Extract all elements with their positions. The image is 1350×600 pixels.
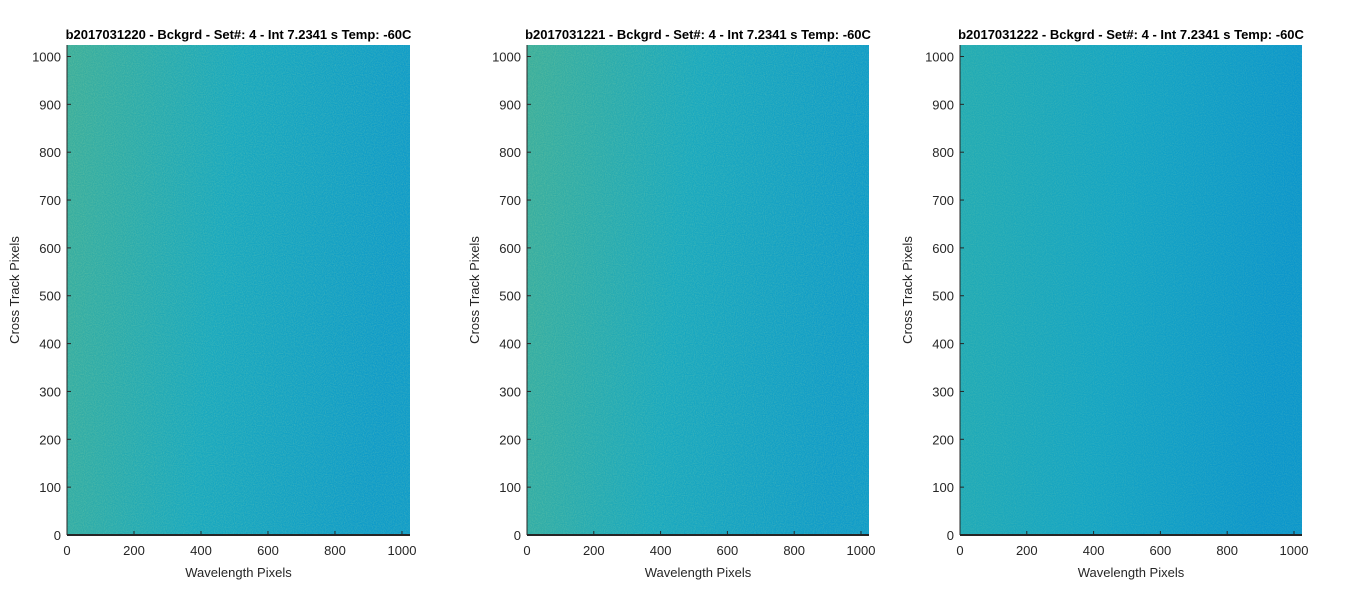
- x-tick-label: 200: [1016, 543, 1038, 558]
- y-tick-label: 400: [39, 337, 61, 352]
- y-axis-label: Cross Track Pixels: [7, 236, 22, 344]
- y-tick-label: 1000: [32, 49, 61, 64]
- y-tick-label: 100: [932, 480, 954, 495]
- heatmap-panel-1: b2017031220 - Bckgrd - Set#: 4 - Int 7.2…: [7, 27, 416, 580]
- y-tick-label: 600: [932, 241, 954, 256]
- x-tick-label: 800: [783, 543, 805, 558]
- y-tick-label: 600: [39, 241, 61, 256]
- x-tick-label: 800: [1216, 543, 1238, 558]
- y-tick-label: 700: [499, 193, 521, 208]
- y-tick-label: 800: [932, 145, 954, 160]
- y-tick-label: 200: [499, 432, 521, 447]
- heatmap-noise-texture: [960, 45, 1302, 535]
- y-tick-label: 0: [947, 528, 954, 543]
- x-tick-label: 800: [324, 543, 346, 558]
- x-axis-label: Wavelength Pixels: [185, 565, 292, 580]
- x-tick-label: 200: [583, 543, 605, 558]
- y-tick-label: 1000: [925, 49, 954, 64]
- y-tick-label: 0: [514, 528, 521, 543]
- chart-title: b2017031222 - Bckgrd - Set#: 4 - Int 7.2…: [958, 27, 1304, 42]
- y-tick-label: 600: [499, 241, 521, 256]
- x-tick-label: 600: [717, 543, 739, 558]
- y-tick-label: 700: [932, 193, 954, 208]
- y-tick-label: 300: [499, 384, 521, 399]
- x-tick-label: 600: [257, 543, 279, 558]
- y-tick-label: 800: [39, 145, 61, 160]
- y-tick-label: 900: [932, 97, 954, 112]
- y-tick-label: 300: [932, 384, 954, 399]
- x-tick-label: 1000: [1280, 543, 1309, 558]
- x-tick-label: 400: [190, 543, 212, 558]
- x-tick-label: 1000: [847, 543, 876, 558]
- y-tick-label: 200: [39, 432, 61, 447]
- heatmap-panel-2: b2017031221 - Bckgrd - Set#: 4 - Int 7.2…: [467, 27, 875, 580]
- x-tick-label: 400: [1083, 543, 1105, 558]
- y-tick-label: 900: [39, 97, 61, 112]
- y-axis-label: Cross Track Pixels: [900, 236, 915, 344]
- x-tick-label: 400: [650, 543, 672, 558]
- y-tick-label: 300: [39, 384, 61, 399]
- y-tick-label: 800: [499, 145, 521, 160]
- y-tick-label: 400: [499, 337, 521, 352]
- y-tick-label: 500: [499, 289, 521, 304]
- heatmap-noise-texture: [527, 45, 869, 535]
- y-tick-label: 0: [54, 528, 61, 543]
- y-tick-label: 400: [932, 337, 954, 352]
- y-axis-label: Cross Track Pixels: [467, 236, 482, 344]
- x-axis-label: Wavelength Pixels: [645, 565, 752, 580]
- x-tick-label: 0: [523, 543, 530, 558]
- y-tick-label: 1000: [492, 49, 521, 64]
- x-tick-label: 200: [123, 543, 145, 558]
- x-axis-label: Wavelength Pixels: [1078, 565, 1185, 580]
- chart-title: b2017031220 - Bckgrd - Set#: 4 - Int 7.2…: [66, 27, 412, 42]
- x-tick-label: 0: [956, 543, 963, 558]
- y-tick-label: 500: [39, 289, 61, 304]
- y-tick-label: 100: [39, 480, 61, 495]
- x-tick-label: 0: [63, 543, 70, 558]
- y-tick-label: 200: [932, 432, 954, 447]
- y-tick-label: 700: [39, 193, 61, 208]
- x-tick-label: 1000: [388, 543, 417, 558]
- y-tick-label: 100: [499, 480, 521, 495]
- y-tick-label: 500: [932, 289, 954, 304]
- heatmap-panel-3: b2017031222 - Bckgrd - Set#: 4 - Int 7.2…: [900, 27, 1308, 580]
- x-tick-label: 600: [1150, 543, 1172, 558]
- chart-title: b2017031221 - Bckgrd - Set#: 4 - Int 7.2…: [525, 27, 871, 42]
- heatmap-noise-texture: [67, 45, 410, 535]
- y-tick-label: 900: [499, 97, 521, 112]
